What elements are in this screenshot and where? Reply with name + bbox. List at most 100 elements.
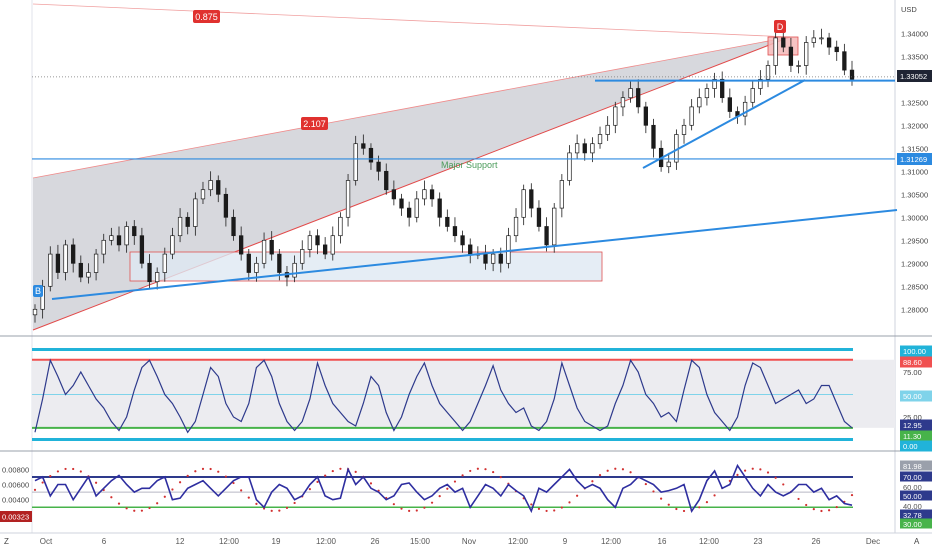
axis-mode-left-button[interactable]: Z [4, 537, 9, 546]
svg-text:12.95: 12.95 [903, 421, 922, 430]
support-price-text: 1.31269 [900, 155, 927, 164]
indicator-dot [850, 493, 854, 497]
ratio-badge-1[interactable]: 0.875 [193, 10, 220, 23]
candle [193, 192, 198, 236]
price-axis[interactable]: USD 1.34000 1.33500 1.32500 1.32000 1.31500 1… [901, 5, 928, 314]
indicator-dot [560, 506, 563, 509]
indicator-dot [430, 501, 434, 504]
candle [223, 187, 229, 227]
candle [445, 209, 450, 232]
ratio-badge-1-text: 0.875 [195, 12, 218, 22]
indicator-dot [331, 469, 334, 473]
time-tick-label: 12:00 [219, 537, 240, 546]
indicator-dot [49, 475, 52, 478]
time-tick-label: 16 [658, 537, 667, 546]
indicator-level-tag: 81.98 [900, 460, 932, 471]
time-tick-label: 26 [371, 537, 380, 546]
candle [765, 60, 771, 88]
axis-auto-button[interactable]: A [914, 537, 920, 546]
indicator-dot [415, 509, 418, 512]
candle [414, 191, 419, 223]
indicator-dot [713, 494, 716, 497]
candle [605, 116, 610, 141]
indicator-dot [400, 507, 403, 510]
candle [582, 138, 587, 161]
indicator-dot [682, 509, 686, 513]
oscillator-pane[interactable] [32, 348, 895, 441]
indicator-dot [484, 468, 487, 471]
candle [781, 30, 786, 53]
trendlines[interactable] [32, 76, 898, 300]
indicator-dot [339, 467, 342, 470]
oscillator-axis: 75.0050.0025.00100.0088.6050.0012.9511.3… [900, 345, 932, 452]
oscillator-level-tag: 12.95 [900, 419, 932, 431]
candle [63, 239, 68, 281]
time-axis[interactable]: Oct 6 12 12:00 19 12:00 26 15:00 Nov 12:00 9 12:00 1… [40, 537, 880, 546]
major-support-annotation[interactable]: Major Support [441, 160, 498, 170]
candle [521, 184, 526, 226]
indicator-dot [178, 481, 182, 484]
indicator-dot [186, 474, 189, 477]
time-tick-label: 23 [754, 537, 763, 546]
point-badge-d[interactable]: D [774, 20, 786, 33]
indicator-dot [766, 471, 770, 474]
price-tick-label: 1.28000 [901, 305, 928, 314]
candle [460, 230, 465, 253]
candle [177, 208, 183, 243]
price-tick-label: 1.33500 [901, 52, 928, 61]
oscillator-line [34, 358, 853, 434]
candle [391, 180, 397, 206]
indicator-level-tag: 30.00 [900, 518, 932, 529]
indicator-line [34, 463, 853, 514]
price-tick-label: 1.31500 [901, 144, 928, 153]
indicator-dot [33, 488, 37, 491]
indicator-dot [148, 506, 151, 510]
indicator-dot [606, 469, 609, 472]
candle [559, 174, 565, 218]
indicator-dot [156, 502, 159, 505]
candle [315, 229, 320, 255]
indicator-dot [140, 509, 143, 512]
candle [597, 126, 603, 149]
pattern-upper-leg [32, 36, 791, 179]
current-price-tag: 1.33052 [897, 70, 932, 82]
long-trendline[interactable] [51, 209, 898, 300]
candle [666, 152, 671, 174]
indicator-dot [110, 496, 113, 499]
indicator-dot [461, 474, 464, 477]
candle [71, 238, 76, 273]
indicator-dot [194, 470, 197, 473]
svg-text:50.00: 50.00 [903, 392, 922, 401]
candle [55, 244, 61, 279]
indicator-dot [232, 481, 235, 485]
indicator-dot [545, 509, 548, 513]
support-price-tag: 1.31269 [897, 153, 932, 165]
svg-text:88.60: 88.60 [903, 358, 922, 367]
indicator-dot [782, 483, 785, 486]
ratio-badge-2[interactable]: 2.107 [301, 117, 328, 130]
oscillator-level-tag: 50.00 [900, 390, 932, 402]
short-trendline[interactable] [642, 79, 806, 169]
candle [406, 201, 412, 227]
ratio-badge-2-text: 2.107 [303, 119, 326, 129]
indicator-dot [759, 468, 762, 471]
indicator-pane[interactable] [32, 463, 854, 514]
indicator-dot [270, 509, 273, 512]
point-badge-b[interactable]: B [33, 285, 43, 297]
candle [307, 230, 313, 258]
time-tick-label: 15:00 [410, 537, 431, 546]
indicator-dot [408, 509, 411, 512]
candle [811, 30, 816, 48]
oscillator-level-tag: 88.60 [900, 356, 932, 368]
indicator-dot [568, 501, 571, 504]
candle [116, 226, 122, 252]
indicator-tick-label: 0.00400 [2, 496, 29, 505]
candle [704, 83, 710, 106]
candle [437, 192, 442, 227]
indicator-dots [33, 467, 854, 513]
indicator-dot [308, 488, 311, 491]
indicator-dot [217, 470, 220, 473]
candle [727, 88, 732, 118]
oscillator-level-tag: 100.00 [900, 345, 932, 357]
